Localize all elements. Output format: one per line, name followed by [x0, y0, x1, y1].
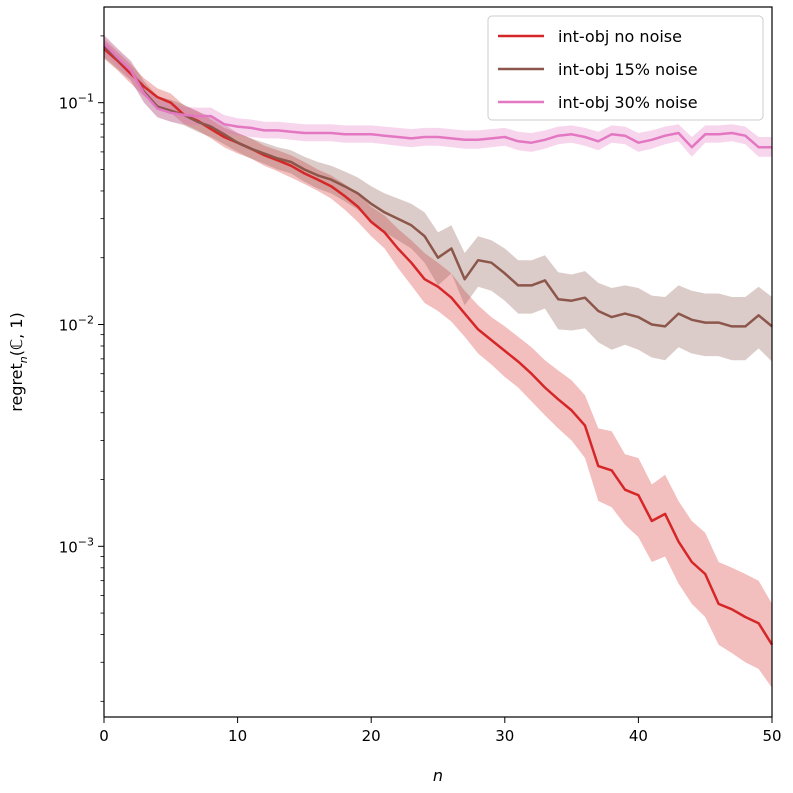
y-axis: 10−1 10−2 10−3 [59, 35, 104, 702]
band-int-obj-30-noise [104, 34, 772, 157]
series-lines [103, 42, 774, 646]
y-axis-label-sub: n [17, 356, 30, 363]
x-tick-label: 40 [629, 727, 648, 745]
y-axis-label-args: (ℂ, 1) [7, 312, 26, 356]
confidence-bands [104, 34, 772, 688]
y-tick-label: 10−2 [59, 313, 94, 334]
x-tick-label: 10 [228, 727, 247, 745]
x-tick-label: 50 [762, 727, 781, 745]
plot-frame [103, 6, 773, 718]
x-tick-label: 30 [495, 727, 514, 745]
series-line-int-obj-no-noise [103, 47, 774, 646]
legend-label-no-noise: int-obj no noise [558, 27, 682, 46]
series-line-int-obj-30-noise [103, 42, 772, 149]
legend-label-15-noise: int-obj 15% noise [558, 60, 698, 79]
x-tick-label: 20 [362, 727, 381, 745]
legend-label-30-noise: int-obj 30% noise [558, 93, 698, 112]
y-axis-label-main: regret [7, 363, 26, 412]
legend: int-obj no noise int-obj 15% noise int-o… [487, 15, 764, 121]
y-tick-label: 10−1 [59, 92, 94, 113]
x-tick-label: 0 [99, 727, 109, 745]
x-axis: 0 10 20 30 40 50 [99, 717, 782, 745]
y-axis-label: regretn(ℂ, 1) [7, 312, 30, 412]
legend-box [487, 15, 764, 121]
band-int-obj-15-noise [104, 35, 772, 362]
x-axis-label: n [433, 766, 443, 785]
series-line-int-obj-15-noise [103, 45, 773, 328]
y-tick-label: 10−3 [59, 535, 94, 556]
